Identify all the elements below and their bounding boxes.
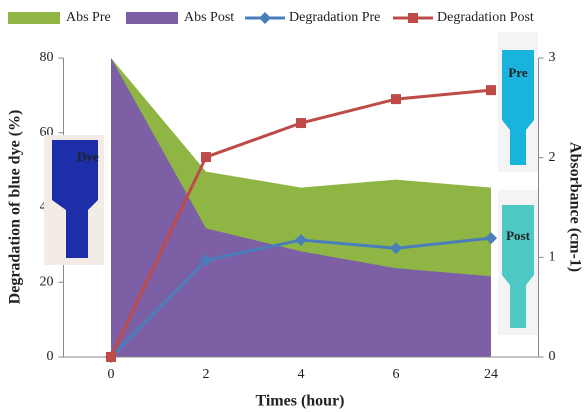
y2-tick-label: 2 bbox=[549, 150, 556, 165]
annotation: Post bbox=[506, 228, 531, 243]
marker bbox=[201, 152, 211, 163]
cuvette-liquid bbox=[502, 50, 534, 165]
x-tick-label: 2 bbox=[203, 367, 210, 382]
marker bbox=[486, 85, 496, 96]
y-axis-label: Degradation of blue dye (%) bbox=[7, 110, 24, 305]
marker bbox=[391, 94, 401, 105]
y-tick-label: 20 bbox=[40, 274, 54, 289]
legend-swatch bbox=[8, 12, 60, 24]
marker bbox=[295, 234, 307, 247]
x-axis-label: Times (hour) bbox=[255, 393, 344, 410]
cuvette-post: Post bbox=[498, 190, 538, 335]
plot-area: 0204060800123024624 bbox=[40, 50, 556, 382]
cuvette-liquid bbox=[52, 140, 98, 258]
x-tick-label: 4 bbox=[298, 367, 305, 382]
marker bbox=[106, 352, 116, 362]
legend-marker bbox=[408, 13, 418, 23]
legend-label: Abs Pre bbox=[66, 10, 111, 25]
area bbox=[111, 58, 491, 357]
annotation: Pre bbox=[508, 65, 527, 80]
y2-tick-label: 1 bbox=[549, 250, 556, 265]
x-tick-label: 0 bbox=[108, 367, 115, 382]
annotation: Dye bbox=[77, 149, 99, 164]
legend-label: Degradation Pre bbox=[289, 10, 380, 25]
legend-swatch bbox=[126, 12, 178, 24]
marker bbox=[296, 118, 306, 129]
legend-marker bbox=[259, 12, 271, 24]
legend-label: Degradation Post bbox=[437, 10, 534, 25]
y-tick-label: 80 bbox=[40, 50, 54, 65]
cuvette-dye: Dye bbox=[44, 135, 104, 265]
y2-axis-label: Absorbance (cm-1) bbox=[566, 142, 583, 272]
legend-label: Abs Post bbox=[184, 10, 234, 25]
legend: Abs Pre Abs Post Degradation Pre Degradatio… bbox=[8, 10, 534, 25]
marker bbox=[390, 242, 402, 255]
y2-tick-label: 0 bbox=[549, 349, 556, 364]
marker bbox=[200, 254, 212, 267]
cuvette-liquid bbox=[502, 205, 534, 328]
x-tick-label: 6 bbox=[393, 367, 400, 382]
x-tick-label: 24 bbox=[484, 367, 498, 382]
marker bbox=[485, 232, 497, 245]
y2-tick-label: 3 bbox=[549, 50, 556, 65]
y-tick-label: 0 bbox=[47, 349, 54, 364]
cuvette-pre: Pre bbox=[498, 32, 538, 172]
